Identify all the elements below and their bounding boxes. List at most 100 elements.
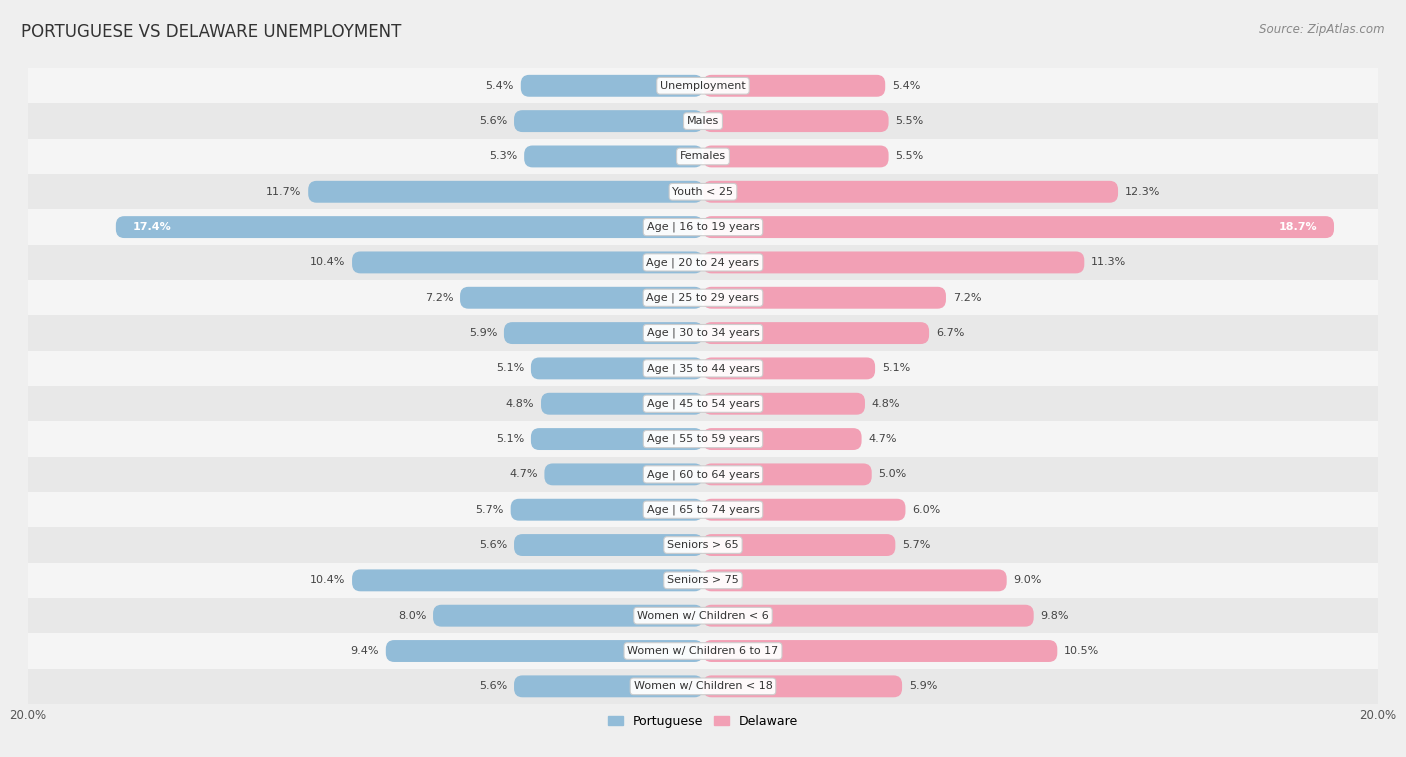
FancyBboxPatch shape (433, 605, 703, 627)
FancyBboxPatch shape (703, 181, 1118, 203)
Text: 7.2%: 7.2% (425, 293, 453, 303)
Bar (28, 456, 1378, 492)
Text: 10.4%: 10.4% (309, 575, 346, 585)
FancyBboxPatch shape (541, 393, 703, 415)
Text: 18.7%: 18.7% (1278, 222, 1317, 232)
Bar (28, 139, 1378, 174)
Text: Seniors > 75: Seniors > 75 (666, 575, 740, 585)
FancyBboxPatch shape (352, 251, 703, 273)
FancyBboxPatch shape (115, 217, 703, 238)
Text: 7.2%: 7.2% (953, 293, 981, 303)
Text: Women w/ Children < 18: Women w/ Children < 18 (634, 681, 772, 691)
Bar (28, 245, 1378, 280)
Text: 5.6%: 5.6% (479, 116, 508, 126)
FancyBboxPatch shape (515, 675, 703, 697)
FancyBboxPatch shape (703, 217, 1334, 238)
Text: 9.8%: 9.8% (1040, 611, 1069, 621)
FancyBboxPatch shape (544, 463, 703, 485)
Text: 5.0%: 5.0% (879, 469, 907, 479)
Text: 11.3%: 11.3% (1091, 257, 1126, 267)
Bar (28, 210, 1378, 245)
Text: 5.3%: 5.3% (489, 151, 517, 161)
FancyBboxPatch shape (510, 499, 703, 521)
Text: 8.0%: 8.0% (398, 611, 426, 621)
FancyBboxPatch shape (703, 428, 862, 450)
Bar (28, 104, 1378, 139)
Text: 17.4%: 17.4% (132, 222, 172, 232)
Text: Age | 45 to 54 years: Age | 45 to 54 years (647, 398, 759, 409)
Text: 6.7%: 6.7% (936, 328, 965, 338)
Text: PORTUGUESE VS DELAWARE UNEMPLOYMENT: PORTUGUESE VS DELAWARE UNEMPLOYMENT (21, 23, 402, 41)
Text: Youth < 25: Youth < 25 (672, 187, 734, 197)
FancyBboxPatch shape (515, 111, 703, 132)
FancyBboxPatch shape (703, 463, 872, 485)
Text: Women w/ Children 6 to 17: Women w/ Children 6 to 17 (627, 646, 779, 656)
FancyBboxPatch shape (460, 287, 703, 309)
Bar (28, 316, 1378, 350)
FancyBboxPatch shape (703, 287, 946, 309)
FancyBboxPatch shape (703, 75, 886, 97)
Text: 4.7%: 4.7% (869, 434, 897, 444)
FancyBboxPatch shape (385, 640, 703, 662)
Bar (28, 598, 1378, 634)
Text: 9.4%: 9.4% (350, 646, 380, 656)
Text: 5.1%: 5.1% (882, 363, 910, 373)
Text: 10.5%: 10.5% (1064, 646, 1099, 656)
Text: Age | 55 to 59 years: Age | 55 to 59 years (647, 434, 759, 444)
Text: Age | 16 to 19 years: Age | 16 to 19 years (647, 222, 759, 232)
FancyBboxPatch shape (503, 322, 703, 344)
Text: 5.4%: 5.4% (891, 81, 921, 91)
Bar (28, 562, 1378, 598)
Text: Source: ZipAtlas.com: Source: ZipAtlas.com (1260, 23, 1385, 36)
Text: 4.8%: 4.8% (506, 399, 534, 409)
Bar (28, 634, 1378, 668)
FancyBboxPatch shape (531, 357, 703, 379)
Text: 5.9%: 5.9% (908, 681, 938, 691)
FancyBboxPatch shape (703, 605, 1033, 627)
FancyBboxPatch shape (515, 534, 703, 556)
FancyBboxPatch shape (703, 251, 1084, 273)
Text: 5.5%: 5.5% (896, 116, 924, 126)
Text: Males: Males (688, 116, 718, 126)
Bar (28, 528, 1378, 562)
Text: 5.1%: 5.1% (496, 434, 524, 444)
Text: Age | 60 to 64 years: Age | 60 to 64 years (647, 469, 759, 480)
FancyBboxPatch shape (703, 145, 889, 167)
Text: Age | 25 to 29 years: Age | 25 to 29 years (647, 292, 759, 303)
FancyBboxPatch shape (703, 393, 865, 415)
FancyBboxPatch shape (308, 181, 703, 203)
Text: 4.8%: 4.8% (872, 399, 900, 409)
Text: 5.5%: 5.5% (896, 151, 924, 161)
Bar (28, 668, 1378, 704)
FancyBboxPatch shape (703, 499, 905, 521)
Bar (28, 280, 1378, 316)
Text: Women w/ Children < 6: Women w/ Children < 6 (637, 611, 769, 621)
Text: Unemployment: Unemployment (661, 81, 745, 91)
Text: 12.3%: 12.3% (1125, 187, 1160, 197)
Text: 6.0%: 6.0% (912, 505, 941, 515)
FancyBboxPatch shape (703, 569, 1007, 591)
Legend: Portuguese, Delaware: Portuguese, Delaware (603, 710, 803, 733)
Text: Age | 20 to 24 years: Age | 20 to 24 years (647, 257, 759, 268)
Text: Age | 65 to 74 years: Age | 65 to 74 years (647, 504, 759, 515)
Text: 4.7%: 4.7% (509, 469, 537, 479)
Bar (28, 422, 1378, 456)
Text: 5.9%: 5.9% (468, 328, 498, 338)
FancyBboxPatch shape (524, 145, 703, 167)
Text: Age | 35 to 44 years: Age | 35 to 44 years (647, 363, 759, 374)
FancyBboxPatch shape (703, 534, 896, 556)
FancyBboxPatch shape (703, 111, 889, 132)
FancyBboxPatch shape (703, 322, 929, 344)
Text: 5.1%: 5.1% (496, 363, 524, 373)
Bar (28, 174, 1378, 210)
Bar (28, 386, 1378, 422)
Text: Females: Females (681, 151, 725, 161)
FancyBboxPatch shape (703, 357, 875, 379)
FancyBboxPatch shape (703, 640, 1057, 662)
FancyBboxPatch shape (703, 675, 903, 697)
FancyBboxPatch shape (531, 428, 703, 450)
Bar (28, 350, 1378, 386)
Text: 11.7%: 11.7% (266, 187, 301, 197)
Text: 9.0%: 9.0% (1014, 575, 1042, 585)
Text: Age | 30 to 34 years: Age | 30 to 34 years (647, 328, 759, 338)
